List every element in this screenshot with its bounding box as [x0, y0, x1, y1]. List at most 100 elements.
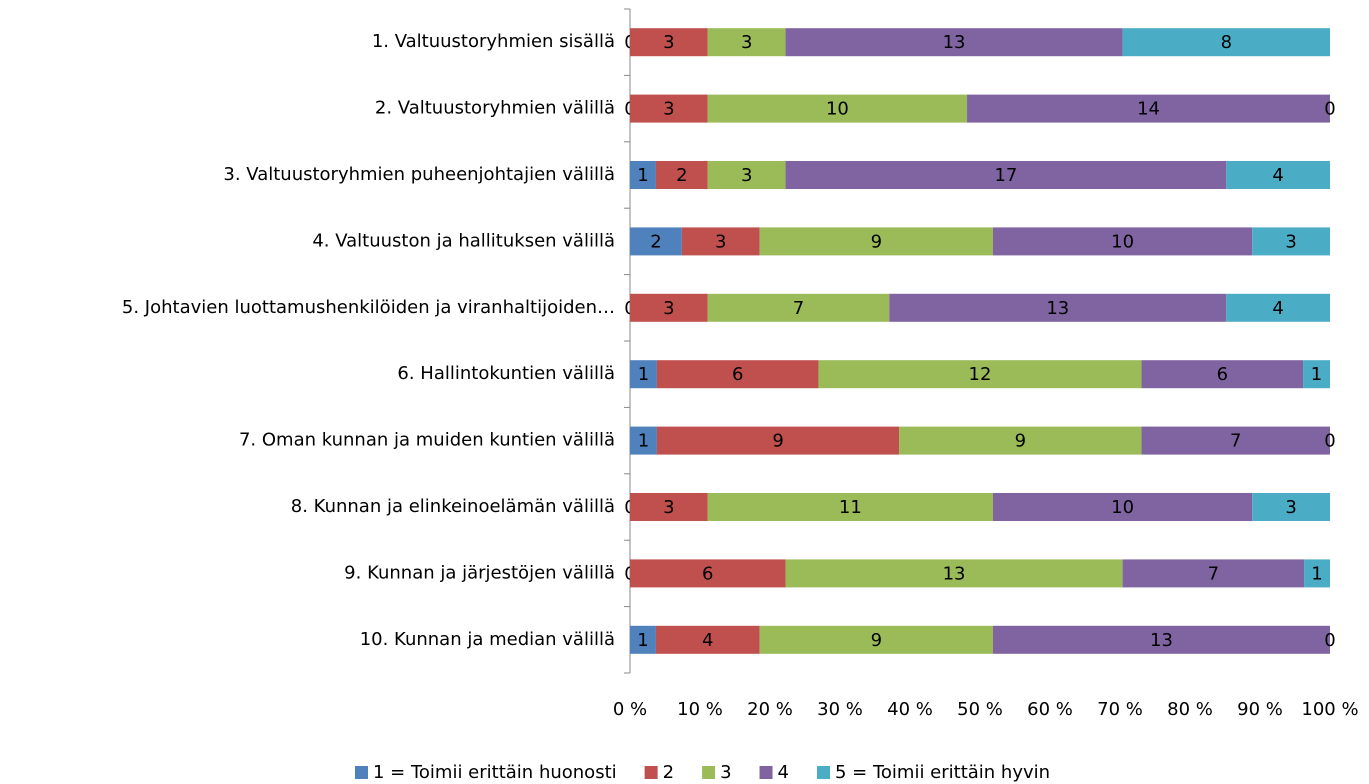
- data-label: 9: [1015, 431, 1026, 452]
- y-tick-label: 6. Hallintokuntien välillä: [397, 363, 615, 384]
- legend-label: 1 = Toimii erittäin huonosti: [373, 762, 617, 783]
- legend-swatch: [816, 766, 830, 779]
- data-label: 6: [732, 364, 743, 385]
- data-label: 3: [741, 165, 752, 186]
- y-tick-label: 10. Kunnan ja median välillä: [360, 629, 615, 650]
- bar-segment: [992, 625, 1330, 654]
- data-label: 10: [1111, 497, 1134, 518]
- data-label: 14: [1137, 99, 1160, 120]
- bar-segment: [630, 227, 682, 256]
- data-label: 9: [871, 630, 882, 651]
- data-label: 13: [943, 563, 966, 584]
- bar-segment: [889, 293, 1227, 322]
- bar-segment: [630, 161, 656, 189]
- legend-label: 5 = Toimii erittäin hyvin: [835, 762, 1050, 783]
- x-tick-label: 20 %: [747, 699, 793, 720]
- bar-segment: [1252, 493, 1330, 521]
- bar-segment: [630, 426, 657, 455]
- data-label: 8: [1221, 32, 1232, 53]
- bar-segment: [785, 28, 1123, 57]
- data-label: 0: [1324, 99, 1335, 120]
- data-label: 1: [637, 630, 648, 651]
- data-label: 13: [943, 32, 966, 53]
- data-label: 7: [1208, 563, 1219, 584]
- bar-segment: [1122, 559, 1305, 588]
- data-label: 4: [1272, 298, 1283, 319]
- bar-segment: [656, 360, 819, 389]
- data-label: 4: [1272, 165, 1283, 186]
- bar-segment: [655, 625, 760, 654]
- legend-label: 2: [663, 762, 674, 783]
- bar-segment: [1141, 426, 1330, 455]
- bar-segment: [785, 559, 1123, 588]
- data-label: 11: [839, 497, 862, 518]
- bar-segment: [967, 94, 1330, 123]
- y-tick-label: 2. Valtuustoryhmien välillä: [375, 98, 615, 119]
- legend-swatch: [644, 766, 658, 779]
- data-label: 1: [1311, 563, 1322, 584]
- bar-segment: [992, 493, 1253, 521]
- data-label: 3: [715, 231, 726, 252]
- y-tick-label: 4. Valtuuston ja hallituksen välillä: [312, 230, 615, 251]
- bar-segment: [759, 625, 993, 654]
- bar-segment: [1304, 559, 1330, 588]
- data-label: 1: [638, 431, 649, 452]
- x-tick-label: 10 %: [677, 699, 723, 720]
- data-label: 4: [702, 630, 713, 651]
- bar-segment: [1122, 28, 1330, 57]
- data-label: 3: [663, 32, 674, 53]
- x-tick-label: 50 %: [957, 699, 1003, 720]
- bar-segment: [630, 293, 708, 322]
- x-tick-label: 70 %: [1097, 699, 1143, 720]
- legend-swatch: [702, 766, 716, 779]
- data-label: 0: [1324, 431, 1335, 452]
- y-tick-label: 8. Kunnan ja elinkeinoelämän välillä: [291, 496, 615, 517]
- y-tick-label: 1. Valtuustoryhmien sisällä: [372, 31, 615, 52]
- bar-segment: [1226, 161, 1330, 189]
- bar-segment: [656, 426, 900, 455]
- data-label: 2: [676, 165, 687, 186]
- data-label: 7: [1230, 431, 1241, 452]
- x-tick-label: 0 %: [613, 699, 647, 720]
- bar-segment: [1303, 360, 1330, 389]
- x-tick-label: 80 %: [1167, 699, 1213, 720]
- data-label: 13: [1150, 630, 1173, 651]
- data-label: 0: [1324, 630, 1335, 651]
- data-label: 1: [1311, 364, 1322, 385]
- bar-segment: [992, 227, 1253, 256]
- bar-segment: [785, 161, 1227, 189]
- data-label: 3: [741, 32, 752, 53]
- bar-segment: [630, 360, 657, 389]
- bar-segment: [759, 227, 993, 256]
- y-tick-label: 3. Valtuustoryhmien puheenjohtajien väli…: [223, 164, 615, 185]
- data-label: 1: [638, 364, 649, 385]
- bar-segment: [707, 28, 786, 57]
- bar-segment: [1252, 227, 1330, 256]
- data-label: 17: [994, 165, 1017, 186]
- y-tick-label: 5. Johtavien luottamushenkilöiden ja vir…: [122, 297, 615, 318]
- legend-label: 3: [720, 762, 731, 783]
- data-label: 10: [1111, 231, 1134, 252]
- data-label: 7: [793, 298, 804, 319]
- legend-swatch: [355, 766, 368, 779]
- x-tick-label: 60 %: [1027, 699, 1073, 720]
- bar-segment: [707, 161, 786, 189]
- bar-segment: [818, 360, 1142, 389]
- bar-segment: [630, 493, 708, 521]
- data-label: 12: [969, 364, 992, 385]
- bar-segment: [630, 559, 786, 588]
- data-label: 3: [1285, 497, 1296, 518]
- y-tick-label: 7. Oman kunnan ja muiden kuntien välillä: [239, 430, 615, 451]
- bar-segment: [707, 493, 993, 521]
- bar-segment: [1226, 293, 1330, 322]
- data-label: 6: [702, 563, 713, 584]
- data-label: 3: [1285, 231, 1296, 252]
- bar-segment: [681, 227, 760, 256]
- bar-segment: [630, 94, 708, 123]
- legend-swatch: [759, 766, 773, 779]
- bar-segment: [630, 28, 708, 57]
- x-tick-label: 90 %: [1237, 699, 1283, 720]
- data-label: 9: [772, 431, 783, 452]
- x-tick-label: 100 %: [1301, 699, 1358, 720]
